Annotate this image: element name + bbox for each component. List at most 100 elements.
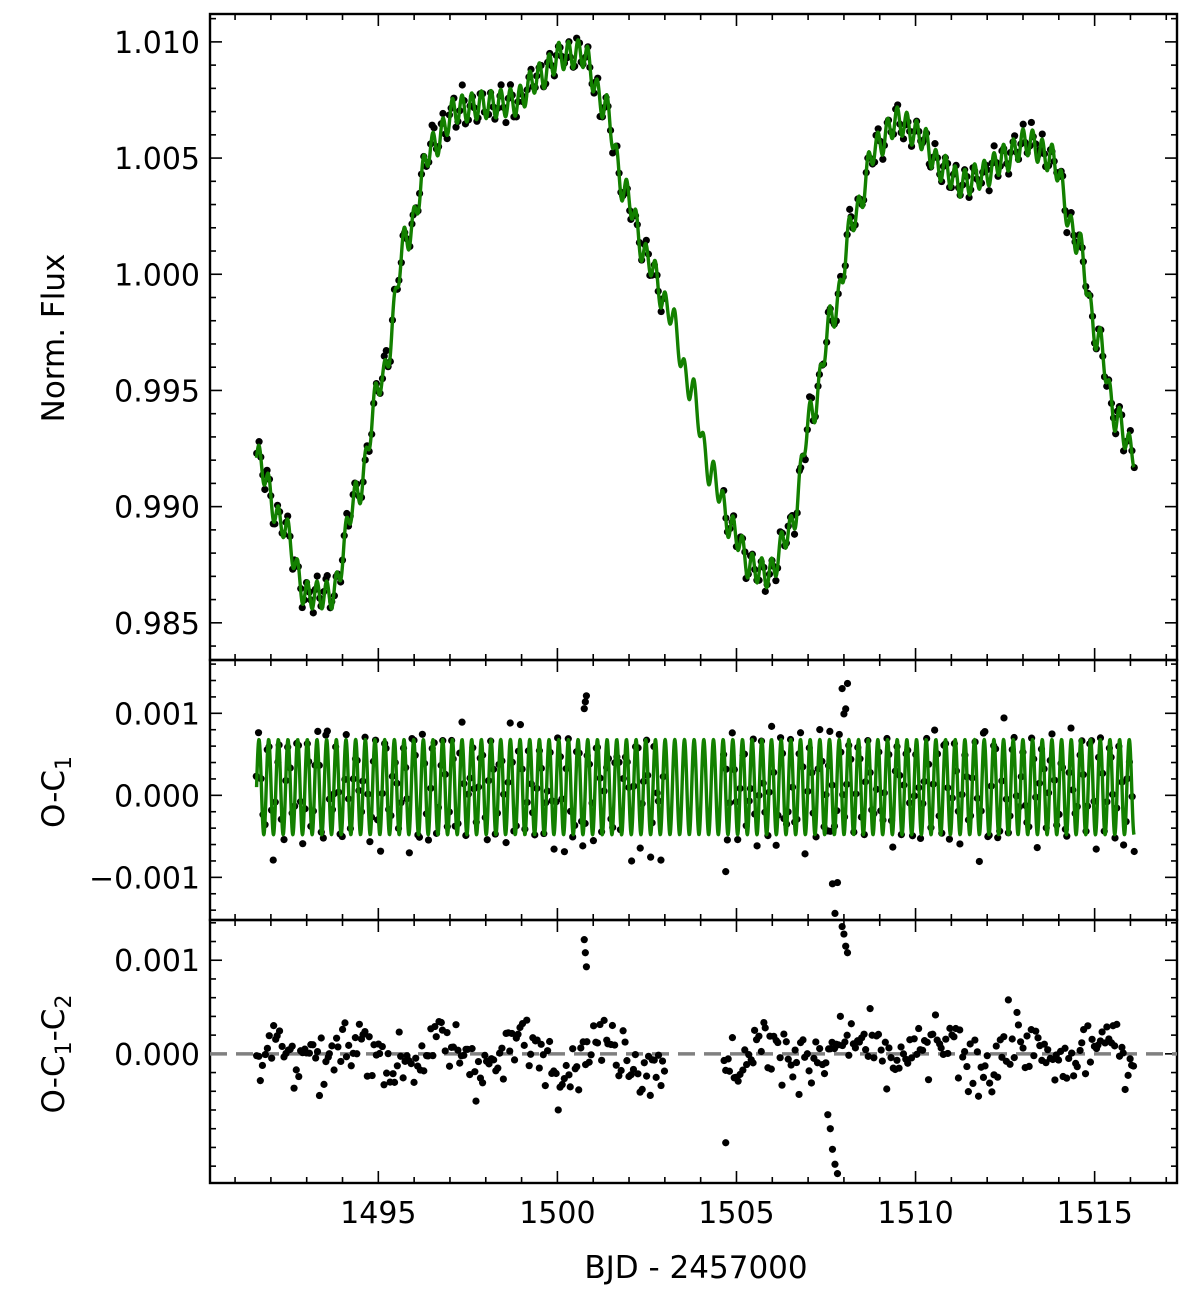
data-point: [458, 81, 466, 89]
y-tick-label: 0.001: [114, 697, 200, 732]
data-point: [755, 1032, 763, 1040]
label-subscript: 1: [52, 1041, 77, 1055]
data-point: [445, 1062, 454, 1070]
data-point: [383, 1069, 391, 1077]
data-point: [780, 1030, 788, 1038]
data-point: [904, 1059, 912, 1067]
data-point: [812, 1038, 820, 1046]
data-point: [1000, 1033, 1008, 1041]
data-point: [332, 1034, 341, 1042]
data-point: [658, 1057, 667, 1065]
data-point: [255, 438, 263, 446]
data-point: [384, 1050, 392, 1058]
data-point: [816, 726, 824, 734]
data-point: [382, 346, 390, 355]
data-point: [885, 1044, 893, 1052]
data-point: [870, 1054, 878, 1062]
outlier-point: [843, 679, 852, 688]
data-point: [879, 155, 887, 163]
data-point: [628, 857, 636, 865]
data-point: [305, 1049, 313, 1057]
label-subscript: 1: [52, 756, 77, 770]
data-point: [974, 1092, 983, 1100]
data-point: [269, 856, 277, 864]
data-point: [1098, 1028, 1106, 1036]
data-point: [801, 456, 809, 464]
data-point: [1073, 1063, 1081, 1071]
x-tick-label: 1500: [519, 1196, 595, 1231]
data-point: [315, 1091, 324, 1100]
data-point: [919, 1046, 927, 1054]
data-point: [341, 1019, 349, 1027]
y-tick-label: 0.985: [114, 607, 200, 642]
data-point: [351, 1034, 359, 1042]
data-point: [1040, 1040, 1048, 1048]
data-point: [579, 842, 587, 850]
data-point: [1030, 1052, 1038, 1060]
outlier-point: [831, 909, 839, 918]
data-point: [660, 1067, 669, 1075]
data-point: [753, 842, 761, 850]
outlier-point: [826, 1125, 834, 1133]
data-point: [1054, 1056, 1063, 1064]
x-tick-label: 1505: [698, 1196, 774, 1231]
data-point: [954, 1074, 963, 1082]
data-point: [915, 1024, 923, 1033]
data-point: [897, 1043, 905, 1051]
data-point: [646, 1091, 654, 1100]
data-point: [516, 721, 525, 729]
data-point: [1025, 1062, 1033, 1070]
data-point: [647, 853, 655, 861]
data-point: [583, 1038, 591, 1046]
flux-model-line: [254, 38, 1136, 611]
residual-panel-1: −0.001 0.000 0.001: [89, 658, 1179, 922]
data-point: [807, 1079, 816, 1087]
panel-frame: [208, 658, 1179, 922]
data-point: [397, 1052, 405, 1060]
data-point: [325, 1050, 333, 1058]
data-point: [1019, 120, 1027, 128]
data-point: [931, 726, 939, 734]
data-point: [1124, 1071, 1132, 1079]
x-tick-label: 1495: [340, 1196, 416, 1231]
data-point: [313, 572, 321, 580]
data-point: [791, 1046, 799, 1054]
data-point: [510, 1056, 519, 1064]
data-point: [1092, 845, 1100, 853]
y-tick-label: 0.000: [114, 1038, 200, 1073]
data-point: [265, 1032, 273, 1040]
outlier-point: [580, 936, 588, 944]
data-point: [380, 352, 388, 360]
data-point: [878, 1057, 886, 1065]
outlier-point: [843, 949, 852, 957]
data-point: [784, 1055, 792, 1063]
data-point: [1023, 1032, 1031, 1040]
data-point: [1111, 834, 1119, 842]
data-point: [1065, 1054, 1073, 1063]
data-point: [1017, 1038, 1025, 1046]
data-point: [981, 1062, 989, 1070]
data-point: [946, 1024, 954, 1032]
data-point: [883, 1085, 891, 1093]
data-point: [420, 1067, 428, 1075]
y-tick-label: 1.005: [114, 142, 200, 177]
data-point: [657, 307, 665, 316]
data-point: [1061, 1044, 1069, 1052]
data-point: [295, 1072, 303, 1081]
data-point: [593, 1039, 602, 1047]
data-point: [268, 1054, 276, 1062]
data-point: [969, 1079, 977, 1088]
data-point: [1063, 228, 1071, 237]
data-point: [458, 718, 466, 726]
data-point: [347, 1062, 355, 1070]
data-point: [956, 1026, 964, 1034]
data-point: [1014, 1021, 1023, 1029]
data-point: [1103, 1023, 1111, 1031]
label-text: O-C: [36, 770, 72, 828]
data-point: [600, 1016, 608, 1024]
data-point: [566, 1083, 574, 1091]
data-point: [437, 1018, 445, 1027]
data-point: [376, 847, 385, 855]
data-point: [452, 123, 460, 131]
data-point: [728, 729, 736, 737]
